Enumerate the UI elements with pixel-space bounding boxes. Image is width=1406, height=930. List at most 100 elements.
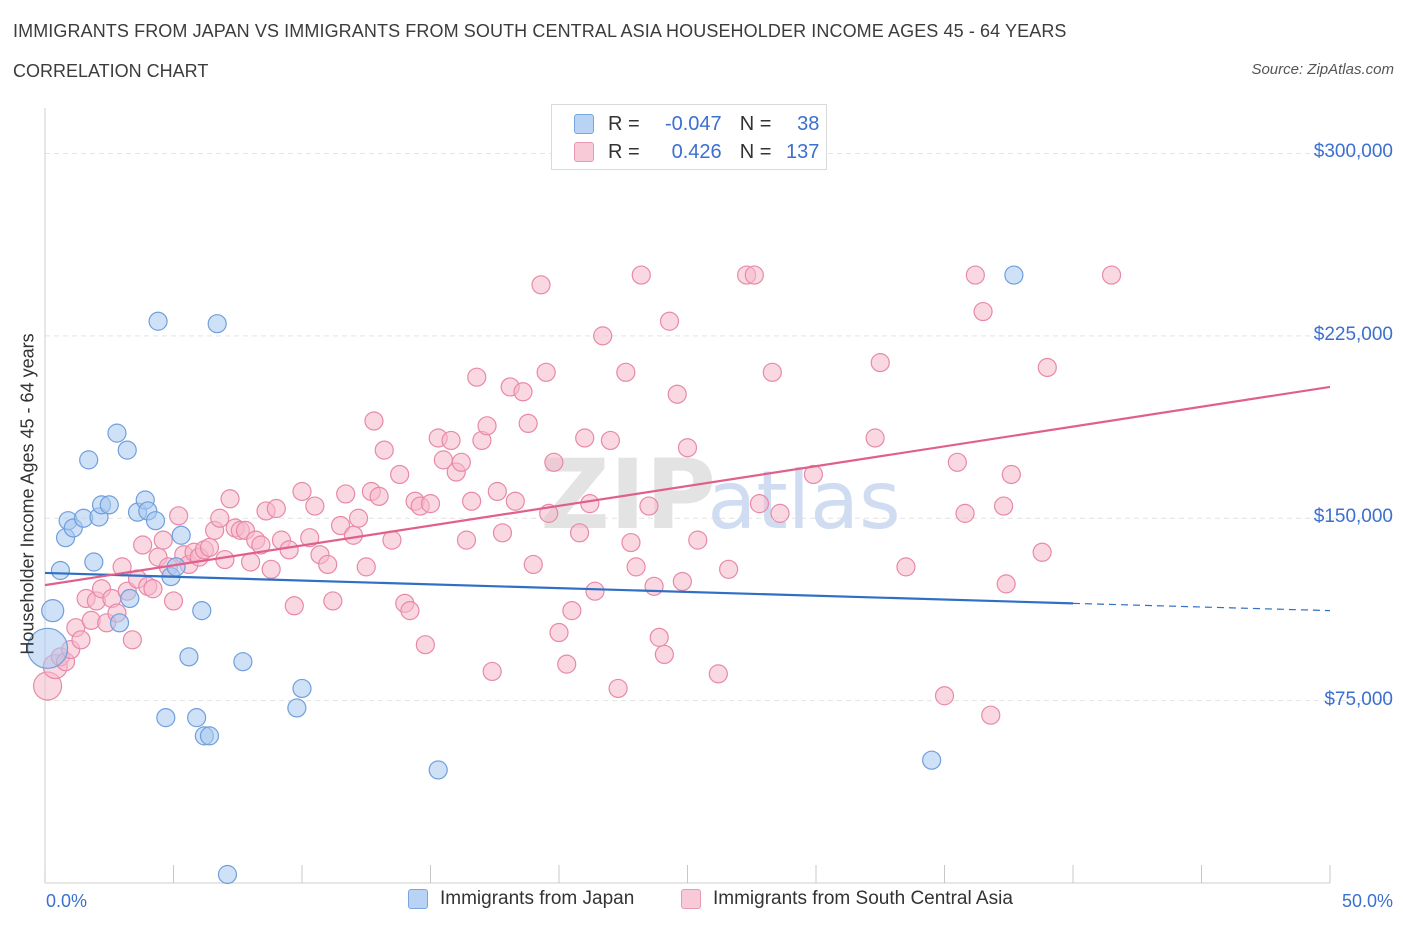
sca-point-120: [749, 494, 770, 514]
sca-point-131: [973, 301, 993, 322]
sca-point-43: [261, 559, 281, 579]
sca-point-134: [996, 574, 1016, 594]
japan-point-32: [233, 652, 253, 672]
y-axis-title: Householder Income Ages 45 - 64 years: [17, 333, 38, 655]
legend-r-label: R =: [608, 112, 640, 135]
sca-point-129: [955, 503, 975, 523]
sca-point-110: [654, 644, 674, 665]
sca-point-80: [477, 416, 497, 436]
sca-point-58: [356, 557, 376, 577]
sca-point-81: [482, 661, 502, 682]
sca-point-20: [143, 579, 163, 599]
japan-point-21: [156, 708, 176, 728]
japan-point-14: [117, 440, 137, 460]
sca-point-116: [708, 664, 728, 684]
series-south-central-asia: [32, 265, 1122, 725]
x-tick-label-min: 0.0%: [46, 891, 88, 911]
sca-point-108: [644, 576, 664, 596]
sca-point-69: [415, 635, 435, 655]
sca-point-111: [659, 311, 680, 331]
sca-point-33: [210, 508, 230, 528]
sca-point-133: [994, 496, 1014, 516]
y-tick-label-1: $150,000: [1313, 506, 1393, 528]
sca-point-104: [621, 532, 641, 553]
japan-point-30: [207, 314, 227, 334]
bottom-legend-swatch-sca: [681, 889, 701, 909]
legend-r-label: R =: [608, 140, 640, 163]
y-tick-label-0: $75,000: [1324, 688, 1393, 710]
japan-point-11: [99, 495, 119, 515]
trend-line-japan-extrapolated: [1072, 602, 1331, 612]
sca-point-16: [122, 630, 142, 650]
japan-point-35: [428, 760, 448, 780]
sca-point-62: [374, 440, 394, 460]
sca-point-41: [251, 535, 271, 555]
japan-point-19: [145, 511, 166, 531]
sca-point-48: [292, 481, 312, 502]
japan-point-26: [187, 708, 207, 728]
sca-point-135: [1001, 464, 1021, 485]
legend-swatch-japan: [574, 114, 594, 134]
sca-point-63: [382, 530, 402, 550]
japan-point-15: [120, 588, 140, 609]
sca-point-100: [593, 326, 613, 346]
sca-point-50: [305, 496, 325, 516]
sca-point-90: [536, 362, 556, 382]
japan-point-2: [50, 560, 71, 581]
legend-n-value: 38: [797, 112, 820, 135]
japan-point-24: [171, 525, 191, 545]
sca-point-115: [688, 530, 708, 550]
sca-point-113: [672, 571, 692, 592]
sca-point-102: [608, 678, 628, 699]
sca-point-75: [451, 452, 471, 472]
sca-point-82: [487, 481, 507, 502]
y-tick-label-2: $225,000: [1313, 323, 1393, 345]
sca-point-86: [513, 382, 533, 402]
japan-point-20: [148, 311, 168, 331]
sca-point-78: [467, 367, 487, 387]
correlation-legend: R = -0.047 N = 38 R = 0.426 N = 137: [551, 104, 827, 170]
sca-point-49: [300, 528, 320, 548]
sca-point-66: [400, 601, 420, 621]
sca-point-124: [870, 353, 890, 373]
bottom-legend-label-japan: Immigrants from Japan: [440, 888, 635, 909]
sca-point-97: [575, 428, 595, 448]
sca-point-35: [220, 489, 240, 509]
sca-point-105: [626, 557, 646, 577]
axes: [44, 108, 1331, 884]
sca-point-138: [1101, 265, 1122, 285]
sca-point-25: [169, 506, 189, 526]
japan-point-13: [109, 613, 130, 633]
sca-point-127: [934, 686, 955, 706]
sca-point-64: [390, 464, 410, 485]
sca-point-88: [523, 554, 543, 575]
legend-row-sca: R = 0.426 N = 137: [574, 139, 819, 165]
japan-point-25: [179, 647, 199, 667]
bottom-legend-label-sca: Immigrants from South Central Asia: [713, 888, 1013, 909]
japan-point-36: [922, 750, 942, 770]
sca-point-52: [318, 554, 338, 575]
y-tick-label-3: $300,000: [1313, 141, 1393, 163]
japan-point-12: [107, 423, 127, 443]
series-japan: [26, 265, 1024, 885]
watermark-atlas: atlas: [707, 454, 900, 547]
sca-point-122: [770, 503, 790, 523]
japan-point-37: [1004, 265, 1024, 285]
legend-n-value: 137: [786, 140, 820, 163]
sca-point-98: [580, 494, 600, 514]
sca-point-106: [631, 265, 651, 285]
legend-r-value: -0.047: [664, 112, 722, 135]
sca-point-53: [323, 591, 343, 611]
sca-point-107: [639, 496, 659, 516]
japan-point-31: [217, 864, 238, 885]
sca-point-132: [981, 705, 1001, 725]
sca-point-130: [965, 265, 985, 285]
trend-lines: [44, 385, 1331, 612]
sca-point-109: [649, 627, 669, 647]
japan-point-1: [41, 599, 65, 623]
sca-point-128: [947, 452, 967, 472]
japan-point-29: [199, 726, 220, 746]
sca-point-60: [364, 411, 384, 431]
sca-point-96: [569, 523, 590, 543]
japan-point-27: [192, 601, 212, 621]
